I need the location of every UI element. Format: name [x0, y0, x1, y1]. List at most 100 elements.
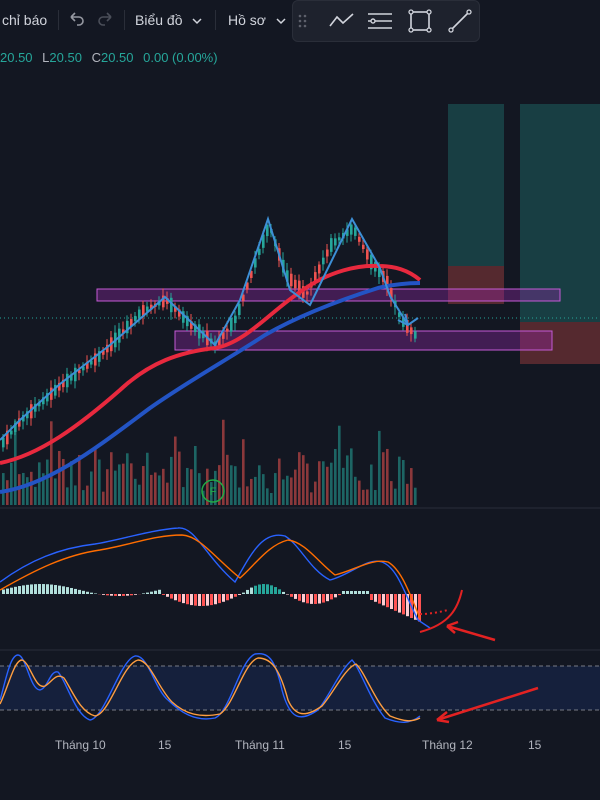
volume-bar	[118, 464, 121, 505]
chart-menu[interactable]: Biểu đồ	[135, 0, 202, 40]
macd-hist-bar	[354, 591, 357, 594]
candle-body	[182, 311, 185, 323]
volume-bar	[286, 475, 289, 505]
macd-hist-bar	[406, 594, 409, 617]
annotation-arrow-stoch[interactable]	[436, 686, 539, 722]
volume-bar	[274, 473, 277, 505]
annotation-dotted-projection[interactable]	[419, 609, 449, 615]
volume-bar	[74, 485, 77, 505]
macd-hist-bar	[146, 592, 149, 594]
volume-bar	[246, 486, 249, 505]
indicators-button[interactable]: chỉ báo	[2, 12, 48, 28]
volume-bar	[318, 461, 321, 505]
volume-bar	[262, 474, 265, 505]
rectangle-icon[interactable]	[405, 6, 435, 36]
candle-body	[6, 430, 9, 445]
candle-body	[350, 224, 353, 235]
macd-hist-bar	[370, 594, 373, 600]
volume-bar	[14, 420, 17, 505]
macd-hist-bar	[334, 594, 337, 598]
macd-hist-bar	[322, 594, 325, 603]
volume-bar	[186, 467, 189, 505]
x-axis-label: 15	[528, 738, 542, 752]
volume-bar	[354, 476, 357, 505]
macd-hist-bar	[234, 594, 237, 597]
volume-bar	[138, 484, 141, 505]
signal-line	[0, 534, 421, 619]
candle-body	[362, 244, 365, 250]
drag-handle-icon[interactable]	[295, 6, 311, 36]
volume-bar	[310, 492, 313, 505]
candle-body	[262, 234, 265, 248]
volume-bar	[298, 452, 301, 505]
candle-body	[334, 238, 337, 246]
position-target-zone[interactable]	[448, 104, 504, 266]
position-stop-zone[interactable]	[448, 266, 504, 304]
price-chart[interactable]: F	[0, 40, 600, 730]
candle-body	[170, 297, 173, 313]
resistance-zone[interactable]	[96, 288, 561, 302]
candle-body	[78, 369, 81, 374]
candle-body	[146, 306, 149, 312]
profile-menu[interactable]: Hồ sơ	[228, 0, 286, 40]
low-label: L	[42, 50, 50, 65]
annotation-arrow-macd[interactable]	[446, 624, 496, 642]
macd-hist-bar	[310, 594, 313, 604]
line-tool-icon[interactable]	[445, 6, 475, 36]
position-target-zone[interactable]	[520, 104, 600, 322]
volume-bar	[266, 488, 269, 505]
macd-hist-bar	[106, 594, 109, 596]
candle-body	[326, 249, 329, 257]
candle-body	[258, 248, 261, 255]
volume-bar	[34, 486, 37, 505]
zigzag-pattern[interactable]	[0, 215, 419, 441]
volume-bar	[270, 492, 273, 505]
macd-hist-bar	[206, 594, 209, 606]
event-marker[interactable]	[201, 479, 225, 503]
volume-bar	[258, 465, 261, 505]
macd-hist-bar	[246, 589, 249, 594]
volume-bar	[162, 468, 165, 505]
volume-bar	[126, 453, 129, 505]
candle-body	[198, 324, 201, 339]
horizontal-lines-icon[interactable]	[365, 6, 395, 36]
stoch-band	[0, 666, 600, 710]
volume-bar	[114, 470, 117, 505]
volume-bar	[230, 465, 233, 505]
macd-hist-bar	[90, 592, 93, 594]
volume-bar	[242, 439, 245, 505]
volume-bar	[366, 489, 369, 505]
trend-line-icon[interactable]	[327, 6, 357, 36]
volume-bar	[342, 467, 345, 505]
candle-body	[70, 374, 73, 381]
volume-bar	[378, 430, 381, 505]
volume-bar	[226, 454, 229, 505]
candle-body	[150, 304, 153, 310]
redo-icon[interactable]	[94, 8, 118, 32]
macd-hist-bar	[238, 594, 241, 595]
candle-body	[294, 279, 297, 289]
support-zone[interactable]	[174, 330, 553, 351]
macd-hist-bar	[82, 590, 85, 594]
macd-hist-bar	[62, 586, 65, 594]
volume-bar	[22, 472, 25, 505]
macd-hist-bar	[274, 587, 277, 594]
candle-body	[38, 402, 41, 407]
volume-bar	[122, 463, 125, 505]
macd-hist-bar	[150, 591, 153, 594]
volume-bar	[134, 478, 137, 505]
candle-body	[398, 312, 401, 317]
candle-body	[286, 270, 289, 282]
position-stop-zone[interactable]	[520, 322, 600, 364]
volume-bar	[70, 461, 73, 505]
candle-body	[106, 344, 109, 353]
macd-hist-bar	[282, 591, 285, 594]
macd-hist-bar	[342, 591, 345, 594]
undo-icon[interactable]	[64, 8, 88, 32]
annotation-curve[interactable]	[419, 589, 463, 633]
volume-bar	[250, 478, 253, 505]
candle-body	[2, 437, 5, 448]
macd-hist-bar	[250, 587, 253, 594]
volume-bar	[78, 455, 81, 505]
macd-hist-bar	[42, 584, 45, 594]
